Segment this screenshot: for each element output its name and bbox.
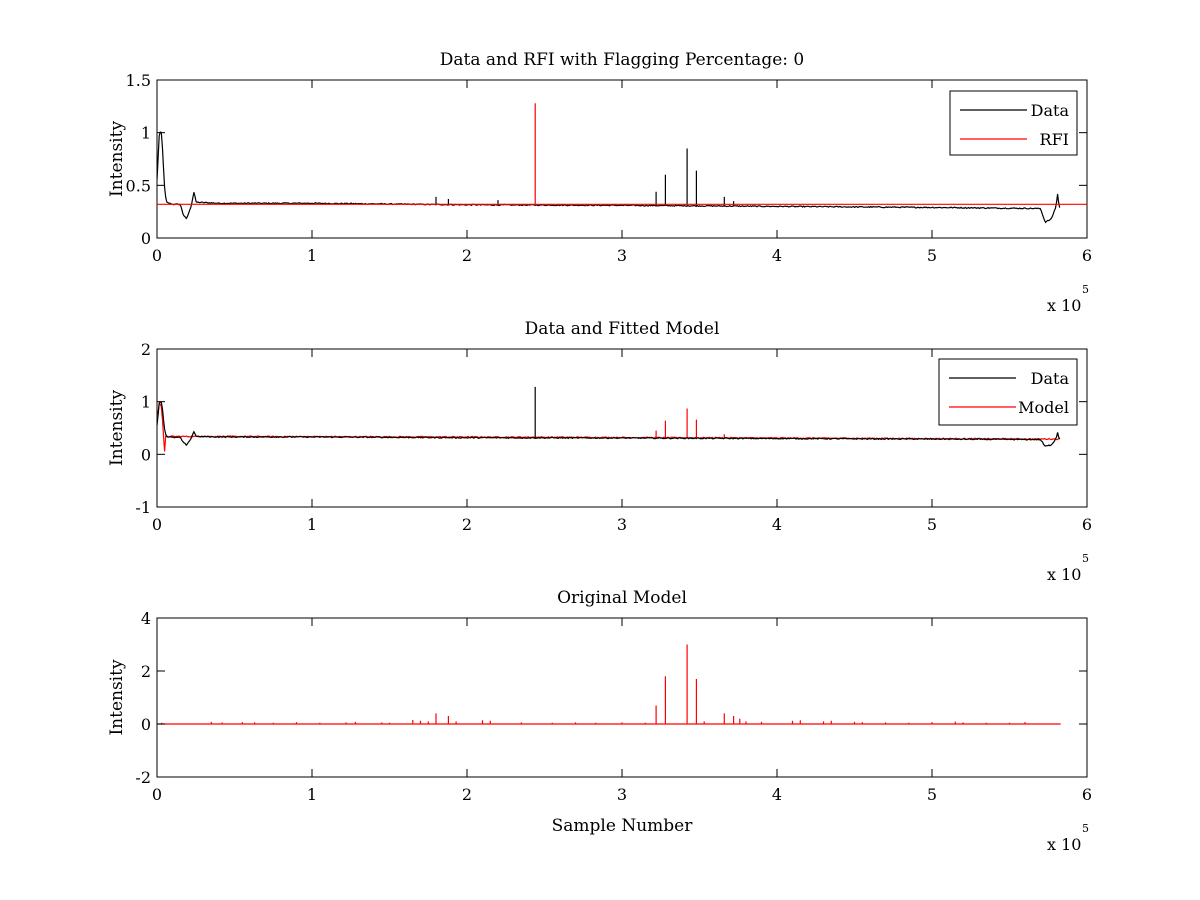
- series-rfi-line: [157, 103, 1087, 205]
- x-exponent-power: 5: [1082, 822, 1089, 835]
- subplot-1: 0 1 2 3 4 5 6 0 0.5 1 1.5 Data and RFI with Flaggin…: [107, 50, 1092, 315]
- legend: Data RFI: [949, 90, 1078, 156]
- x-tick-label: 4: [772, 515, 782, 534]
- x-tick-label: 6: [1082, 515, 1092, 534]
- y-tick-label: 4: [141, 609, 151, 628]
- x-tick-label: 5: [927, 785, 937, 804]
- subplots: 0 1 2 3 4 5 6 0 0.5 1 1.5 Data and RFI with Flaggin…: [107, 50, 1092, 854]
- y-tick-label: 0: [141, 715, 151, 734]
- plot-area: [157, 103, 1087, 224]
- subplot-title: Original Model: [557, 588, 687, 608]
- y-tick-label: 0: [141, 445, 151, 464]
- x-tick-label: 1: [307, 246, 317, 265]
- legend-box: [949, 90, 1078, 156]
- x-tick-label: 0: [152, 785, 162, 804]
- x-tick-label: 3: [617, 246, 627, 265]
- subplot-title: Data and RFI with Flagging Percentage: 0: [440, 50, 804, 70]
- x-exponent-power: 5: [1082, 283, 1089, 296]
- x-tick-label: 5: [927, 246, 937, 265]
- x-exponent-power: 5: [1082, 552, 1089, 565]
- subplot-title: Data and Fitted Model: [525, 319, 720, 339]
- y-tick-label: 1: [141, 393, 151, 412]
- x-tick-label: 2: [462, 785, 472, 804]
- y-axis-label: Intensity: [107, 121, 127, 197]
- x-tick-label: 2: [462, 515, 472, 534]
- axes-frame: [156, 617, 1088, 778]
- series-data-line: [157, 131, 1061, 224]
- x-tick-label: 4: [772, 246, 782, 265]
- y-tick-label: 2: [141, 662, 151, 681]
- series-data-line: [157, 386, 1061, 447]
- x-tick-label: 5: [927, 515, 937, 534]
- series-model-line: [157, 644, 1061, 725]
- x-axis-label: Sample Number: [552, 816, 694, 836]
- x-exponent-label: x 10: [1047, 835, 1081, 854]
- y-tick-label: 2: [141, 340, 151, 359]
- y-axis-label: Intensity: [107, 390, 127, 466]
- y-tick-label: 0: [141, 229, 151, 248]
- legend-label-data: Data: [1031, 101, 1070, 120]
- x-tick-label: 0: [152, 515, 162, 534]
- y-tick-label: 1: [141, 124, 151, 143]
- legend-box: [938, 358, 1078, 426]
- x-tick-label: 6: [1082, 785, 1092, 804]
- axes-frame: [156, 79, 1088, 239]
- series-model-line: [157, 402, 1060, 452]
- y-tick-label: -2: [135, 768, 151, 787]
- x-tick-label: 2: [462, 246, 472, 265]
- legend-label-model: Model: [1018, 398, 1069, 417]
- x-tick-label: 3: [617, 785, 627, 804]
- x-exponent-label: x 10: [1047, 565, 1081, 584]
- y-tick-label: 0.5: [126, 176, 151, 195]
- x-tick-label: 6: [1082, 246, 1092, 265]
- x-tick-label: 1: [307, 785, 317, 804]
- x-tick-label: 4: [772, 785, 782, 804]
- x-tick-label: 0: [152, 246, 162, 265]
- x-tick-label: 1: [307, 515, 317, 534]
- plot-area: [157, 386, 1061, 452]
- legend-label-rfi: RFI: [1040, 130, 1069, 149]
- y-tick-label: -1: [135, 498, 151, 517]
- x-exponent-label: x 10: [1047, 296, 1081, 315]
- y-tick-label: 1.5: [126, 71, 151, 90]
- y-axis-label: Intensity: [107, 659, 127, 735]
- plot-area: [157, 644, 1061, 725]
- legend: Data Model: [938, 358, 1078, 426]
- axes-frame: [156, 348, 1088, 508]
- legend-label-data: Data: [1031, 369, 1070, 388]
- x-tick-label: 3: [617, 515, 627, 534]
